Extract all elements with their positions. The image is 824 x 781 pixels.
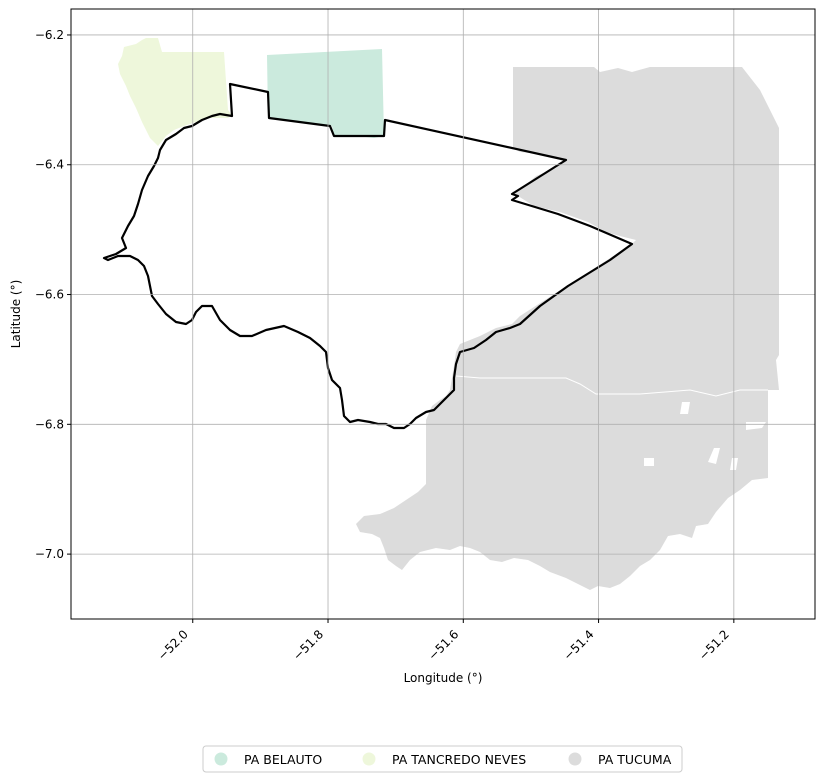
legend-item-belauto: PA BELAUTO [214, 752, 322, 767]
legend-label-belauto: PA BELAUTO [244, 752, 322, 767]
y-tick-label: −6.4 [35, 158, 64, 172]
x-tick-label: −51.8 [290, 627, 326, 663]
legend: PA BELAUTO PA TANCREDO NEVES PA TUCUMA [202, 745, 683, 773]
legend-item-tancredo-neves: PA TANCREDO NEVES [362, 752, 526, 767]
legend-label-tucuma: PA TUCUMA [598, 752, 672, 767]
belauto-area [267, 49, 384, 138]
x-tick-label: −51.4 [561, 627, 597, 663]
axes-frame [70, 8, 816, 620]
map-layers [102, 38, 779, 590]
y-tick-label: −6.8 [35, 417, 64, 431]
tucuma-hole [708, 448, 720, 464]
legend-marker-tancredo-neves [362, 752, 376, 766]
legend-item-tucuma: PA TUCUMA [568, 752, 672, 767]
tucuma-area [356, 67, 779, 590]
y-tick-label: −6.2 [35, 28, 64, 42]
x-axis-label: Longitude (°) [404, 671, 483, 685]
x-tick-label: −51.2 [696, 627, 732, 663]
tucuma-hole [644, 458, 654, 466]
boundary-outline [102, 82, 634, 430]
y-tick-label: −6.6 [35, 288, 64, 302]
legend-marker-belauto [214, 752, 228, 766]
legend-box [202, 745, 683, 773]
tucuma-inner-line [455, 375, 768, 397]
legend-marker-tucuma [568, 752, 582, 766]
grid-lines [71, 9, 815, 619]
y-tick-label: −7.0 [35, 547, 64, 561]
x-tick-label: −51.6 [426, 627, 462, 663]
y-axis-ticks: −6.2 −6.4 −6.6 −6.8 −7.0 [35, 28, 71, 561]
x-axis-ticks: −52.0 −51.8 −51.6 −51.4 −51.2 [155, 619, 735, 663]
tucuma-hole [680, 402, 690, 414]
legend-label-tancredo-neves: PA TANCREDO NEVES [392, 752, 526, 767]
x-tick-label: −52.0 [155, 627, 191, 663]
y-axis-label: Latitude (°) [9, 280, 23, 349]
